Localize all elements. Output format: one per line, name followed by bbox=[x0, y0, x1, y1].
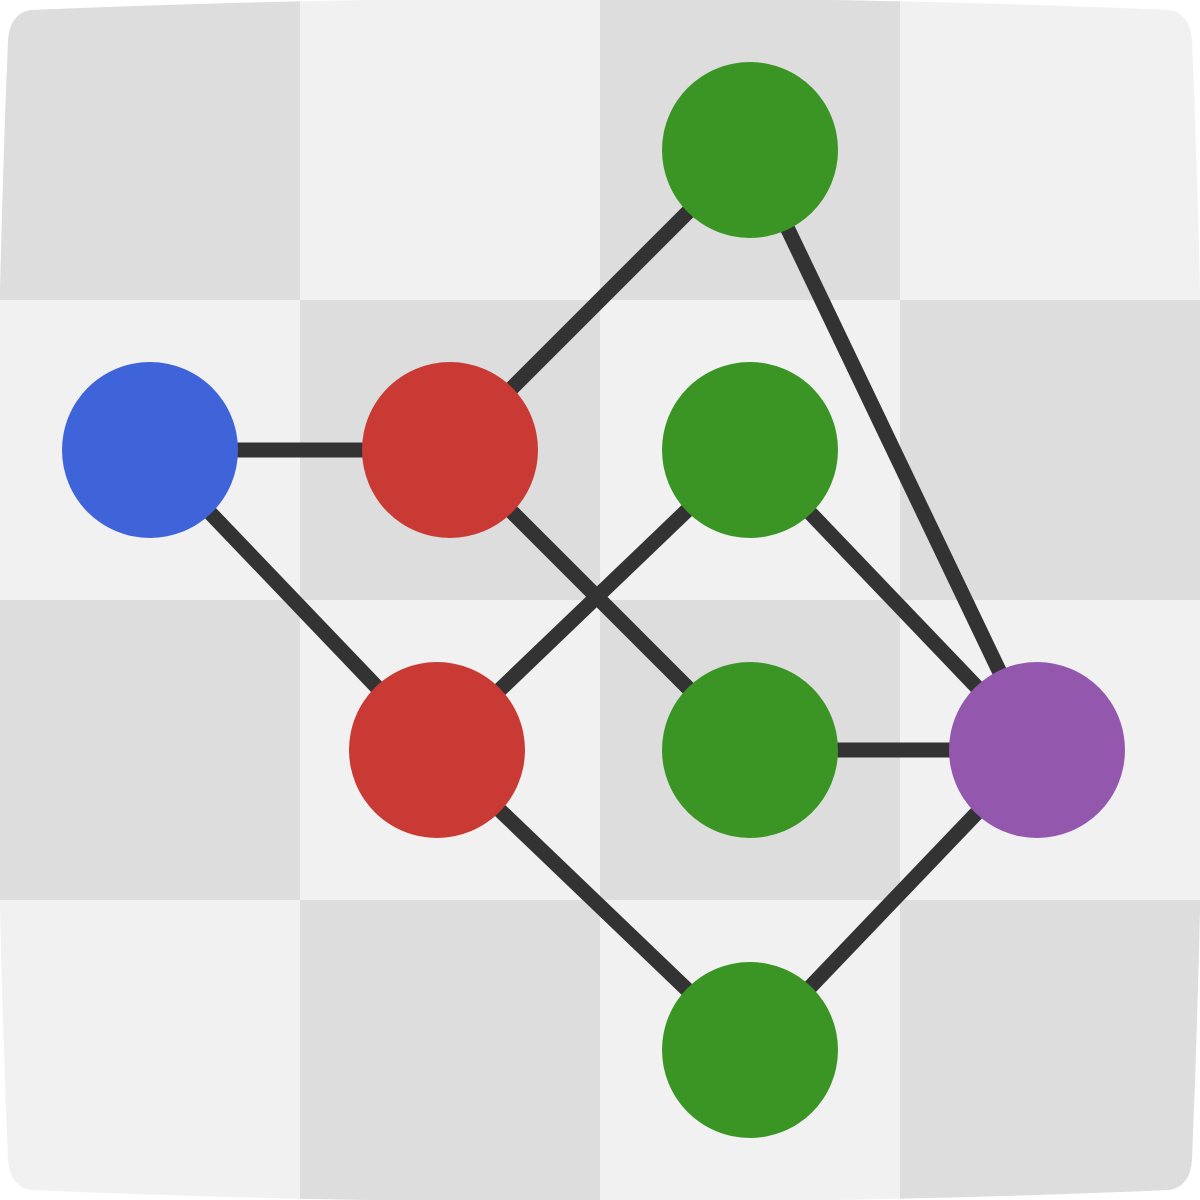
board-tile-2-0 bbox=[0, 600, 300, 900]
board-tile-0-1 bbox=[300, 0, 600, 300]
board-tile-3-1 bbox=[300, 900, 600, 1200]
node-red-top bbox=[362, 362, 538, 538]
node-blue bbox=[62, 362, 238, 538]
node-green-bottom bbox=[662, 962, 838, 1138]
node-green-mid-upper bbox=[662, 362, 838, 538]
board-tile-0-0 bbox=[0, 0, 300, 300]
board-tile-3-3 bbox=[900, 900, 1200, 1200]
node-purple bbox=[949, 662, 1125, 838]
node-green-top bbox=[662, 62, 838, 238]
board-tile-1-3 bbox=[900, 300, 1200, 600]
node-red-bottom bbox=[349, 662, 525, 838]
graph-nodes bbox=[62, 62, 1125, 1138]
node-green-mid-lower bbox=[662, 662, 838, 838]
board-tile-3-0 bbox=[0, 900, 300, 1200]
edge-green-top-to-purple bbox=[743, 146, 1044, 754]
board-tile-0-3 bbox=[900, 0, 1200, 300]
